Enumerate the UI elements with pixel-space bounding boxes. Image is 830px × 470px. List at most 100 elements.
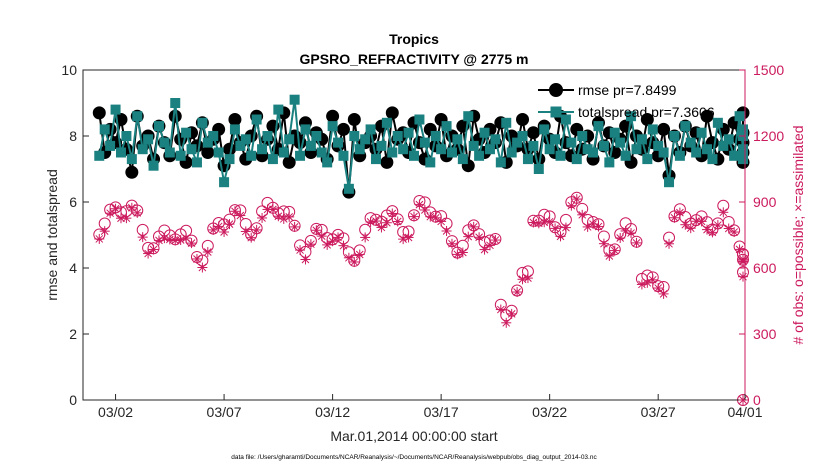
totalspread-point (738, 124, 748, 135)
obs-assimilated-marker (707, 227, 718, 238)
y-right-tick-label: 600 (753, 260, 777, 276)
totalspread-point (522, 154, 533, 165)
obs-assimilated-marker (457, 247, 468, 258)
rmse-point (640, 113, 654, 126)
obs-assimilated-marker (609, 245, 620, 256)
obs-assimilated-marker (669, 212, 680, 223)
y-right-tick-label: 900 (753, 194, 777, 210)
totalspread-point (273, 104, 284, 115)
obs-assimilated-marker (300, 254, 311, 265)
totalspread-point (371, 154, 382, 165)
totalspread-point (691, 147, 702, 158)
obs-assimilated-marker (712, 220, 723, 231)
x-tick-label: 03/27 (641, 404, 676, 420)
totalspread-point (246, 150, 257, 161)
obs-assimilated-marker (738, 271, 748, 282)
totalspread-point (219, 177, 230, 188)
rmse-point (282, 155, 296, 169)
y-axis-label: rmse and totalspread (44, 169, 60, 301)
totalspread-point (430, 131, 441, 141)
obs-assimilated-marker (446, 238, 457, 249)
y-axis-right-label: # of obs: o=possible; ×=assimilated (790, 125, 806, 344)
obs-assimilated-marker (674, 207, 685, 218)
totalspread-point (419, 137, 430, 148)
obs-assimilated-marker (729, 227, 740, 238)
obs-assimilated-marker (409, 211, 419, 222)
totalspread-point (257, 144, 268, 155)
totalspread-point (653, 140, 664, 151)
totalspread-point (121, 131, 132, 141)
totalspread-point (582, 144, 593, 155)
obs-assimilated-marker (403, 232, 414, 243)
totalspread-point (295, 150, 306, 161)
totalspread-point (685, 137, 696, 148)
totalspread-point (446, 147, 457, 158)
obs-assimilated-marker (512, 287, 523, 298)
totalspread-point (457, 154, 468, 165)
totalspread-point (153, 121, 164, 132)
totalspread-point (137, 144, 148, 155)
totalspread-point (414, 114, 425, 125)
totalspread-point (175, 150, 186, 161)
obs-assimilated-marker (376, 222, 387, 233)
rmse-point (347, 113, 361, 126)
obs-assimilated-marker (626, 228, 637, 239)
totalspread-point (738, 147, 748, 158)
totalspread-point (278, 147, 289, 158)
legend-totalspread-marker (550, 106, 562, 118)
totalspread-point (110, 104, 121, 115)
chart-title: Tropics (389, 31, 439, 47)
totalspread-point (338, 150, 349, 161)
legend-rmse-marker (549, 83, 563, 97)
totalspread-point (664, 177, 675, 188)
obs-assimilated-marker (343, 252, 354, 263)
totalspread-point (441, 121, 452, 132)
totalspread-point (436, 144, 447, 155)
rmse-point (657, 122, 671, 136)
obs-assimilated-marker (604, 251, 615, 262)
rmse-point (125, 165, 139, 179)
totalspread-point (322, 157, 333, 168)
totalspread-point (349, 131, 360, 141)
obs-assimilated-marker (555, 231, 566, 242)
y-tick-label: 6 (69, 194, 77, 210)
obs-assimilated-marker (251, 224, 262, 235)
totalspread-point (105, 140, 116, 151)
obs-assimilated-marker (219, 227, 230, 238)
x-tick-label: 04/01 (727, 404, 762, 420)
totalspread-point (718, 140, 729, 151)
totalspread-point (300, 124, 311, 135)
obs-assimilated-marker (354, 249, 365, 260)
x-tick-label: 03/07 (207, 404, 242, 420)
obs-assimilated-marker (257, 212, 268, 223)
totalspread-point (566, 137, 577, 148)
rmse-point (92, 106, 106, 120)
rmse-point (526, 126, 540, 140)
totalspread-point (463, 111, 474, 122)
obs-assimilated-marker (224, 219, 235, 230)
totalspread-point (593, 121, 604, 132)
y-tick-label: 2 (69, 326, 77, 342)
x-tick-label: 03/22 (532, 404, 567, 420)
obs-assimilated-marker (94, 233, 105, 244)
obs-assimilated-marker (360, 232, 371, 243)
x-tick-label: 03/02 (98, 404, 133, 420)
totalspread-point (376, 140, 387, 151)
rmse-point (385, 106, 399, 120)
totalspread-point (738, 154, 748, 165)
totalspread-point (636, 134, 647, 145)
legend-rmse-label: rmse pr=7.8499 (578, 82, 677, 98)
obs-assimilated-marker (132, 207, 143, 218)
series-layer (92, 94, 750, 406)
totalspread-point (398, 144, 409, 155)
totalspread-point (262, 131, 273, 141)
totalspread-point (734, 111, 745, 122)
totalspread-point (604, 157, 615, 168)
x-tick-label: 03/17 (424, 404, 459, 420)
obs-assimilated-marker (235, 210, 246, 221)
obs-assimilated-marker (197, 262, 208, 273)
rmse-point (223, 142, 237, 156)
obs-assimilated-marker (490, 235, 501, 246)
totalspread-point (333, 137, 344, 148)
legend-totalspread-label: totalspread pr=7.3606 (578, 104, 715, 120)
